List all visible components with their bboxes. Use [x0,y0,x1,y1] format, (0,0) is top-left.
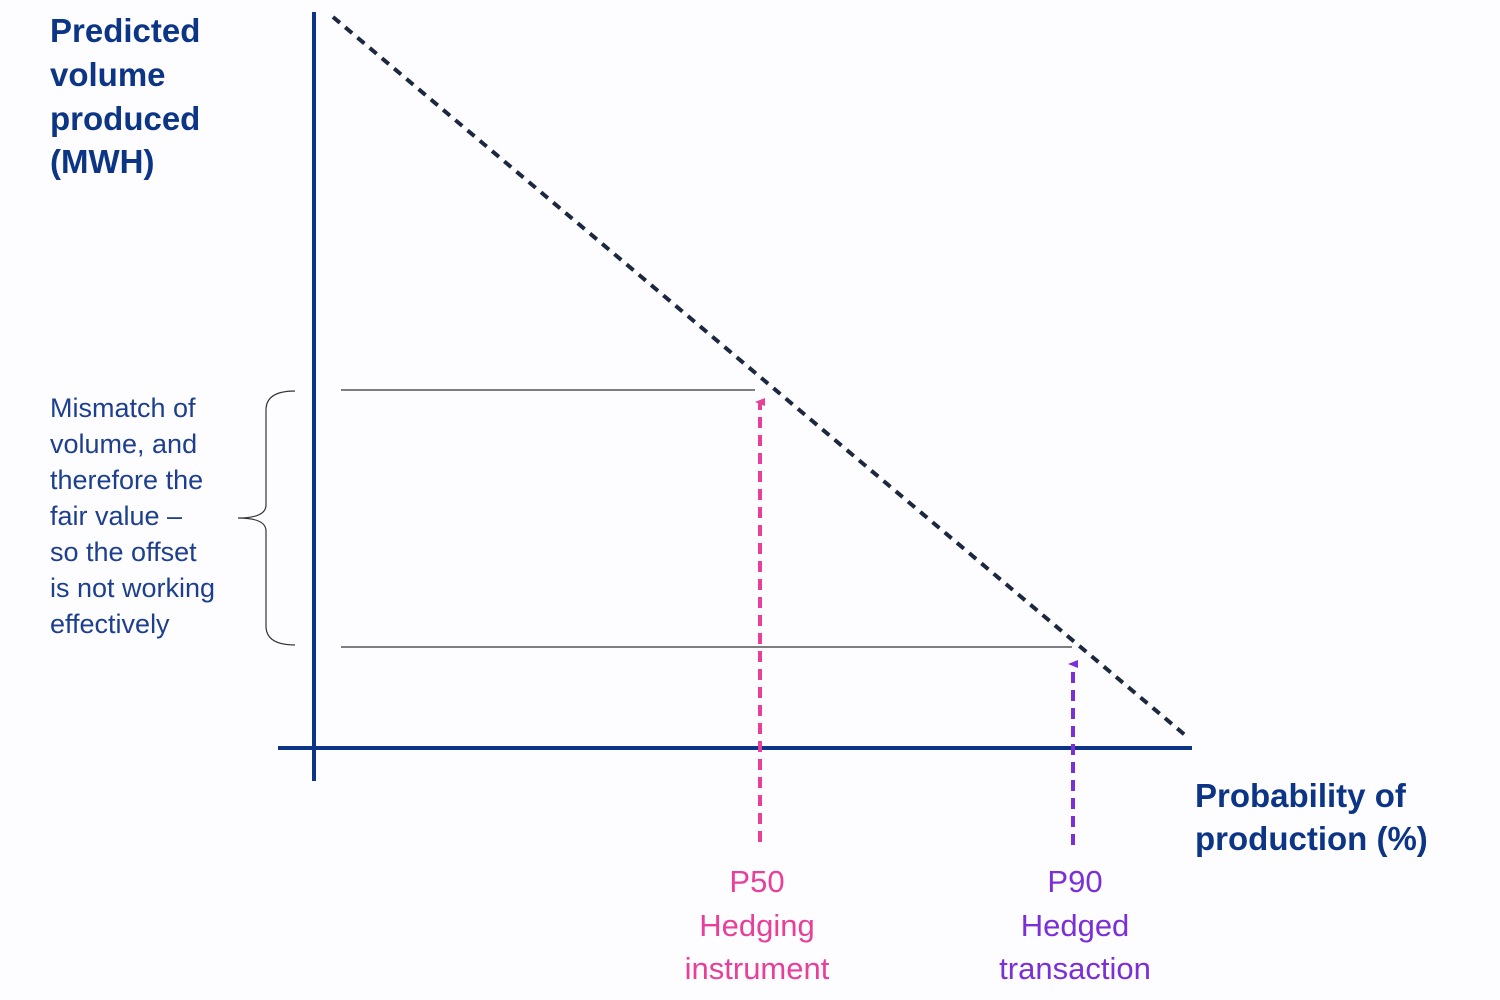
y-axis-label: volume [50,56,166,93]
annotation: effectively [50,609,170,639]
annotation: so the offset [50,537,197,567]
p50-label: instrument [685,951,830,986]
y-axis-label: produced [50,100,200,137]
p90-label: transaction [999,951,1151,986]
annotation: is not working [50,573,215,603]
y-axis-label: Predicted [50,12,200,49]
annotation: volume, and [50,429,197,459]
p50-label: Hedging [699,908,814,943]
annotation: therefore the [50,465,203,495]
volume-curve [331,15,1187,737]
annotation: fair value – [50,501,182,531]
annotation: Mismatch of [50,393,196,423]
x-axis-label: Probability of [1195,777,1407,814]
p90-label: P90 [1047,864,1102,899]
brace [237,390,296,646]
p50-label: P50 [729,864,784,899]
y-axis-label: (MWH) [50,143,154,180]
p90-label: Hedged [1021,908,1130,943]
x-axis-label: production (%) [1195,820,1428,857]
